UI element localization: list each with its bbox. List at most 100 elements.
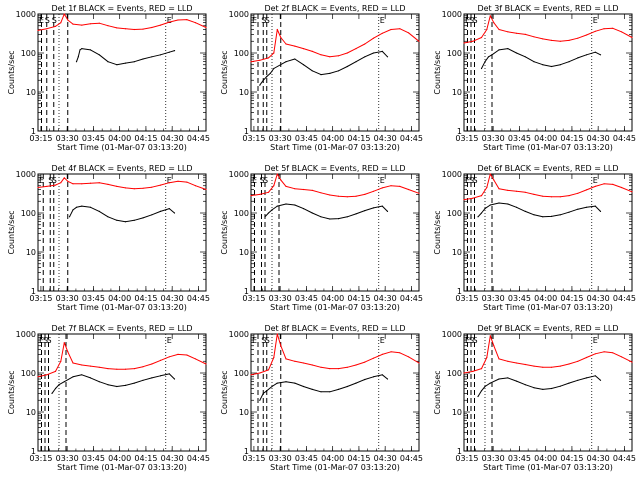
- lld-point: [542, 366, 544, 368]
- y-tick-label: 1000: [442, 330, 462, 339]
- lld-point: [54, 25, 57, 27]
- lld-point: [54, 184, 57, 186]
- lld-point: [524, 33, 526, 36]
- events-point: [133, 61, 135, 63]
- lld-point: [346, 52, 348, 54]
- lld-point: [498, 28, 500, 31]
- panel-5: Det 5f BLACK = Events, RED = LLD 1 10 100 10…: [220, 164, 423, 312]
- lld-series-line: [463, 335, 633, 374]
- events-point: [267, 212, 270, 214]
- events-point: [346, 385, 348, 388]
- y-tick-label: 100: [21, 209, 36, 218]
- panel-1: Det 1f BLACK = Events, RED = LLD 1 10 100 10…: [7, 4, 210, 152]
- y-tick-label: 1000: [442, 10, 462, 19]
- events-point: [386, 378, 389, 380]
- events-series-line: [477, 375, 601, 397]
- events-point: [355, 382, 357, 384]
- events-point: [568, 61, 570, 63]
- events-point: [51, 392, 53, 394]
- plot-frame: [37, 13, 207, 132]
- events-point: [585, 54, 588, 56]
- events-point: [63, 381, 65, 383]
- x-tick-label: 04:15: [560, 134, 583, 143]
- events-point: [491, 54, 493, 56]
- y-tick-label: 1: [457, 287, 462, 296]
- lld-point: [381, 187, 383, 189]
- panel-title: Det 2f BLACK = Events, RED = LLD: [264, 4, 405, 13]
- events-point: [498, 49, 500, 51]
- x-tick-label: 04:30: [161, 294, 184, 303]
- marker-e: E: [252, 336, 257, 345]
- lld-point: [294, 45, 296, 47]
- lld-point: [489, 173, 491, 175]
- lld-point: [550, 196, 553, 198]
- x-tick-label: 03:45: [508, 134, 531, 143]
- lld-point: [151, 186, 153, 188]
- events-point: [550, 387, 553, 390]
- events-point: [142, 217, 144, 219]
- lld-point: [489, 15, 491, 17]
- x-tick-label: 04:45: [613, 294, 636, 303]
- lld-point: [302, 362, 305, 364]
- x-tick-label: 03:30: [269, 294, 292, 303]
- lld-point: [81, 183, 83, 185]
- lld-point: [60, 360, 62, 362]
- marker-e: E: [593, 336, 598, 345]
- plot-frame: [463, 173, 633, 292]
- events-point: [484, 61, 486, 63]
- events-point: [487, 56, 490, 58]
- lld-point: [480, 36, 483, 39]
- events-point: [355, 61, 357, 63]
- lld-point: [594, 30, 596, 32]
- x-axis-label: Start Time (01-Mar-07 03:13:20): [270, 143, 400, 152]
- lld-point: [116, 27, 118, 29]
- lld-point: [98, 182, 100, 184]
- x-tick-label: 04:15: [134, 454, 157, 463]
- events-point: [372, 52, 375, 54]
- lld-point: [302, 188, 305, 191]
- marker-s: S: [260, 176, 265, 185]
- lld-point: [273, 356, 275, 359]
- events-point: [159, 54, 162, 56]
- events-point: [89, 49, 92, 51]
- events-point: [68, 216, 71, 218]
- x-tick-label: 03:15: [29, 134, 52, 143]
- y-tick-label: 1000: [229, 10, 249, 19]
- events-point: [550, 65, 553, 68]
- lld-point: [177, 19, 179, 21]
- lld-point: [399, 185, 401, 187]
- lld-point: [168, 182, 170, 184]
- lld-point: [631, 36, 633, 39]
- lld-point: [418, 192, 420, 194]
- marker-e: E: [465, 16, 470, 25]
- y-axis-label: Counts/sec: [433, 50, 442, 94]
- lld-point: [151, 363, 153, 365]
- lld-point: [54, 370, 57, 372]
- lld-point: [46, 28, 48, 30]
- y-tick-label: 1000: [229, 170, 249, 179]
- lld-point: [107, 368, 109, 370]
- events-point: [364, 210, 366, 212]
- marker-s: S: [47, 336, 52, 345]
- events-point: [542, 388, 544, 390]
- events-point: [276, 205, 278, 207]
- lld-point: [186, 181, 188, 183]
- marker-s: S: [473, 176, 478, 185]
- events-point: [364, 378, 366, 381]
- lld-point: [390, 351, 392, 353]
- lld-point: [89, 23, 92, 25]
- marker-e: E: [167, 16, 172, 25]
- events-point: [116, 385, 118, 388]
- x-tick-label: 04:45: [187, 294, 210, 303]
- lld-point: [418, 40, 420, 42]
- events-point: [89, 377, 92, 379]
- events-series-line: [51, 373, 175, 394]
- lld-point: [346, 196, 348, 198]
- events-point: [168, 373, 170, 375]
- events-series-line: [477, 202, 601, 218]
- events-series-line: [259, 50, 388, 86]
- lld-point: [399, 28, 401, 30]
- lld-point: [67, 351, 69, 353]
- lld-series-line: [250, 173, 420, 198]
